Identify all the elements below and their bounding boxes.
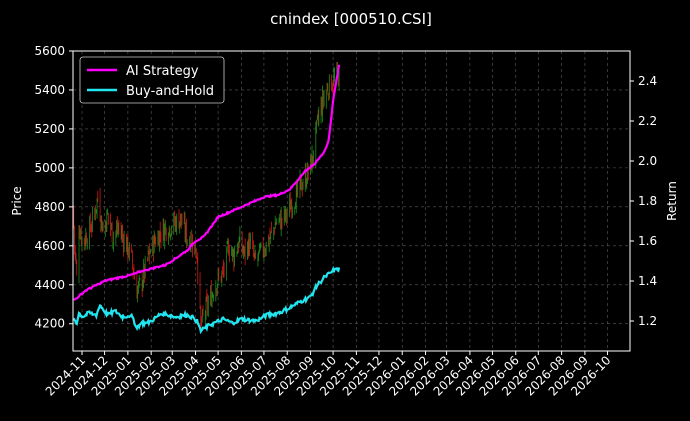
left-tick-label: 4400 <box>34 278 65 292</box>
y-axis-label-left: Price <box>10 186 24 215</box>
price-candles <box>73 61 340 331</box>
legend-box <box>79 56 225 104</box>
series-line-buy-and-hold <box>72 265 341 335</box>
right-tick-label: 2.4 <box>638 74 657 88</box>
left-tick-label: 4800 <box>34 200 65 214</box>
left-tick-label: 5200 <box>34 122 65 136</box>
legend-label-buy-and-hold: Buy-and-Hold <box>126 84 214 99</box>
right-tick-label: 2.2 <box>638 114 657 128</box>
left-tick-label: 4200 <box>34 317 65 331</box>
left-tick-label: 5400 <box>34 83 65 97</box>
left-tick-label: 4600 <box>34 239 65 253</box>
left-tick-label: 5600 <box>34 44 65 58</box>
right-tick-label: 2.0 <box>638 154 657 168</box>
right-tick-label: 1.8 <box>638 194 657 208</box>
legend-label-ai-strategy: AI Strategy <box>126 64 199 79</box>
right-tick-label: 1.4 <box>638 274 657 288</box>
right-tick-label: 1.6 <box>638 234 657 248</box>
left-tick-label: 5000 <box>34 161 65 175</box>
right-axis: 1.2 1.4 1.6 1.8 2.0 2.2 2.4 <box>630 74 657 328</box>
right-tick-label: 1.2 <box>638 314 657 328</box>
legend: AI Strategy Buy-and-Hold <box>79 56 225 104</box>
chart-title: cnindex [000510.CSI] <box>270 10 432 28</box>
y-axis-label-right: Return <box>665 181 679 221</box>
series-line-ai-strategy <box>73 64 341 301</box>
left-axis: 4200 4400 4600 4800 5000 5200 5400 5600 <box>34 44 73 331</box>
